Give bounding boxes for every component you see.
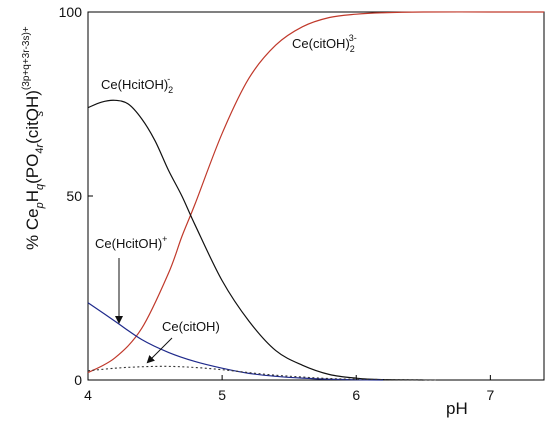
series-line-0	[87, 11, 544, 374]
plot-frame	[87, 11, 545, 381]
label-ce-citoh: Ce(citOH)	[162, 319, 220, 334]
y-tick-label: 100	[59, 4, 83, 20]
series-layer	[87, 11, 544, 381]
y-tick-label: 50	[66, 188, 82, 204]
y-tick-label: 0	[74, 372, 82, 388]
x-tick-label: 7	[486, 387, 494, 403]
series-line-2	[87, 302, 384, 381]
series-line-1	[87, 99, 424, 381]
arrow-ce-citoh	[146, 337, 173, 364]
x-axis-label: pH	[446, 399, 468, 418]
label-ce-hcitoh: Ce(HcitOH)+	[95, 234, 167, 251]
x-tick-label: 4	[84, 387, 92, 403]
label-ce-hcitoh2: Ce(HcitOH)2-	[101, 74, 173, 95]
label-ce-citoh2: Ce(citOH)23-	[292, 33, 357, 54]
x-tick-label: 6	[352, 387, 360, 403]
series-line-3	[87, 365, 437, 381]
axis-layer: 4 5 6 7 0 50 100	[59, 4, 495, 403]
x-tick-label: 5	[218, 387, 226, 403]
y-axis-label: % CepHq(PO4r(citOH)(3p+q+3r-3s)+s	[21, 26, 46, 250]
